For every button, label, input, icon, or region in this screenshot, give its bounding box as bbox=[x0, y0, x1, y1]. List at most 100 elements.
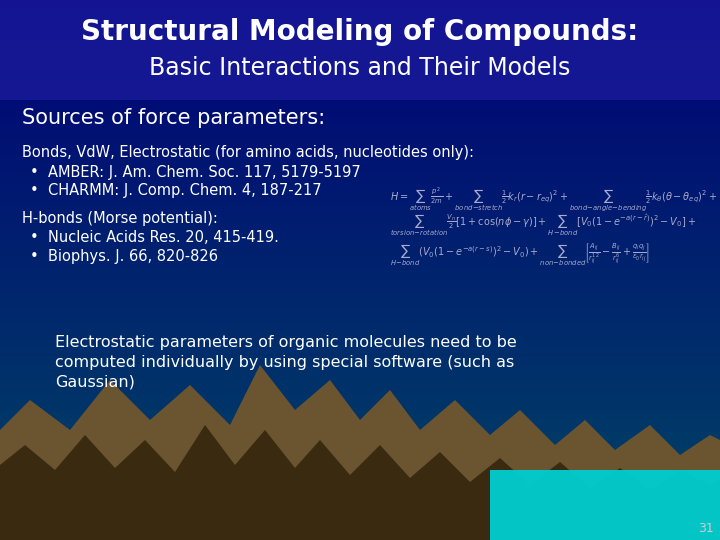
Bar bbox=[0, 58, 720, 59]
Bar bbox=[0, 42, 720, 43]
Bar bbox=[0, 533, 720, 535]
Bar bbox=[0, 4, 720, 5]
Bar bbox=[0, 198, 720, 200]
Bar bbox=[0, 470, 720, 471]
Bar bbox=[0, 25, 720, 27]
Bar bbox=[0, 177, 720, 178]
Bar bbox=[0, 410, 720, 412]
Bar bbox=[0, 279, 720, 281]
Bar bbox=[0, 239, 720, 241]
Bar bbox=[0, 430, 720, 432]
Bar bbox=[0, 252, 720, 254]
Bar bbox=[0, 50, 720, 52]
Bar bbox=[0, 160, 720, 162]
Bar bbox=[0, 29, 720, 31]
Bar bbox=[0, 389, 720, 390]
Bar bbox=[0, 11, 720, 12]
Bar bbox=[0, 297, 720, 299]
Bar bbox=[0, 150, 720, 151]
Bar bbox=[0, 425, 720, 427]
Bar bbox=[0, 520, 720, 522]
Bar bbox=[0, 482, 720, 484]
Bar bbox=[0, 414, 720, 416]
Bar bbox=[0, 285, 720, 286]
Bar bbox=[0, 441, 720, 443]
Bar bbox=[0, 157, 720, 158]
Bar bbox=[0, 9, 720, 11]
Bar bbox=[0, 66, 720, 69]
Text: •  CHARMM: J. Comp. Chem. 4, 187-217: • CHARMM: J. Comp. Chem. 4, 187-217 bbox=[30, 183, 322, 198]
Bar bbox=[0, 124, 720, 126]
Bar bbox=[0, 491, 720, 493]
Bar bbox=[0, 83, 720, 85]
Bar bbox=[0, 185, 720, 187]
Bar bbox=[0, 171, 720, 173]
Bar bbox=[0, 288, 720, 290]
Bar bbox=[0, 457, 720, 459]
Bar bbox=[0, 92, 720, 93]
Bar bbox=[0, 23, 720, 25]
Bar bbox=[0, 142, 720, 144]
Bar bbox=[0, 362, 720, 363]
Bar bbox=[0, 128, 720, 130]
Bar bbox=[0, 346, 720, 347]
Bar bbox=[0, 56, 720, 58]
Bar bbox=[0, 173, 720, 174]
Bar bbox=[0, 423, 720, 425]
Bar bbox=[0, 123, 720, 124]
Bar bbox=[0, 117, 720, 119]
Bar bbox=[0, 268, 720, 270]
Bar bbox=[0, 112, 720, 113]
Bar bbox=[0, 312, 720, 313]
Bar bbox=[0, 96, 720, 97]
Bar bbox=[0, 455, 720, 457]
Bar bbox=[0, 383, 720, 385]
Bar bbox=[0, 49, 720, 50]
Bar bbox=[0, 266, 720, 268]
Bar bbox=[0, 245, 720, 247]
Bar bbox=[0, 340, 720, 342]
Bar bbox=[0, 432, 720, 434]
Bar bbox=[0, 146, 720, 147]
Bar bbox=[0, 103, 720, 104]
Bar bbox=[0, 99, 720, 101]
Bar bbox=[0, 358, 720, 360]
Bar bbox=[0, 295, 720, 297]
Text: •  AMBER: J. Am. Chem. Soc. 117, 5179-5197: • AMBER: J. Am. Chem. Soc. 117, 5179-519… bbox=[30, 165, 361, 179]
Bar bbox=[0, 508, 720, 509]
Bar bbox=[0, 535, 720, 536]
Bar bbox=[0, 196, 720, 198]
Bar bbox=[0, 204, 720, 205]
Bar bbox=[0, 448, 720, 450]
Bar bbox=[0, 248, 720, 250]
Bar bbox=[0, 464, 720, 466]
Bar bbox=[0, 241, 720, 243]
Bar bbox=[0, 416, 720, 417]
Bar bbox=[0, 286, 720, 288]
Bar bbox=[0, 282, 720, 285]
Bar bbox=[0, 319, 720, 320]
Bar bbox=[0, 0, 720, 2]
Bar bbox=[0, 335, 720, 336]
Bar bbox=[0, 275, 720, 277]
Bar bbox=[0, 349, 720, 351]
Bar bbox=[0, 355, 720, 356]
Bar bbox=[0, 167, 720, 169]
Text: •  Biophys. J. 66, 820-826: • Biophys. J. 66, 820-826 bbox=[30, 249, 218, 265]
Bar bbox=[0, 52, 720, 54]
Bar bbox=[0, 228, 720, 231]
Bar bbox=[0, 427, 720, 428]
Bar bbox=[0, 466, 720, 468]
Bar bbox=[0, 47, 720, 49]
Bar bbox=[0, 493, 720, 495]
Bar bbox=[0, 405, 720, 407]
Bar bbox=[0, 54, 720, 56]
Bar bbox=[0, 309, 720, 312]
Bar bbox=[0, 140, 720, 142]
Bar bbox=[0, 281, 720, 282]
Bar bbox=[0, 88, 720, 90]
Bar bbox=[0, 299, 720, 301]
Bar bbox=[0, 356, 720, 358]
Bar bbox=[0, 484, 720, 486]
Text: Structural Modeling of Compounds:: Structural Modeling of Compounds: bbox=[81, 18, 639, 46]
